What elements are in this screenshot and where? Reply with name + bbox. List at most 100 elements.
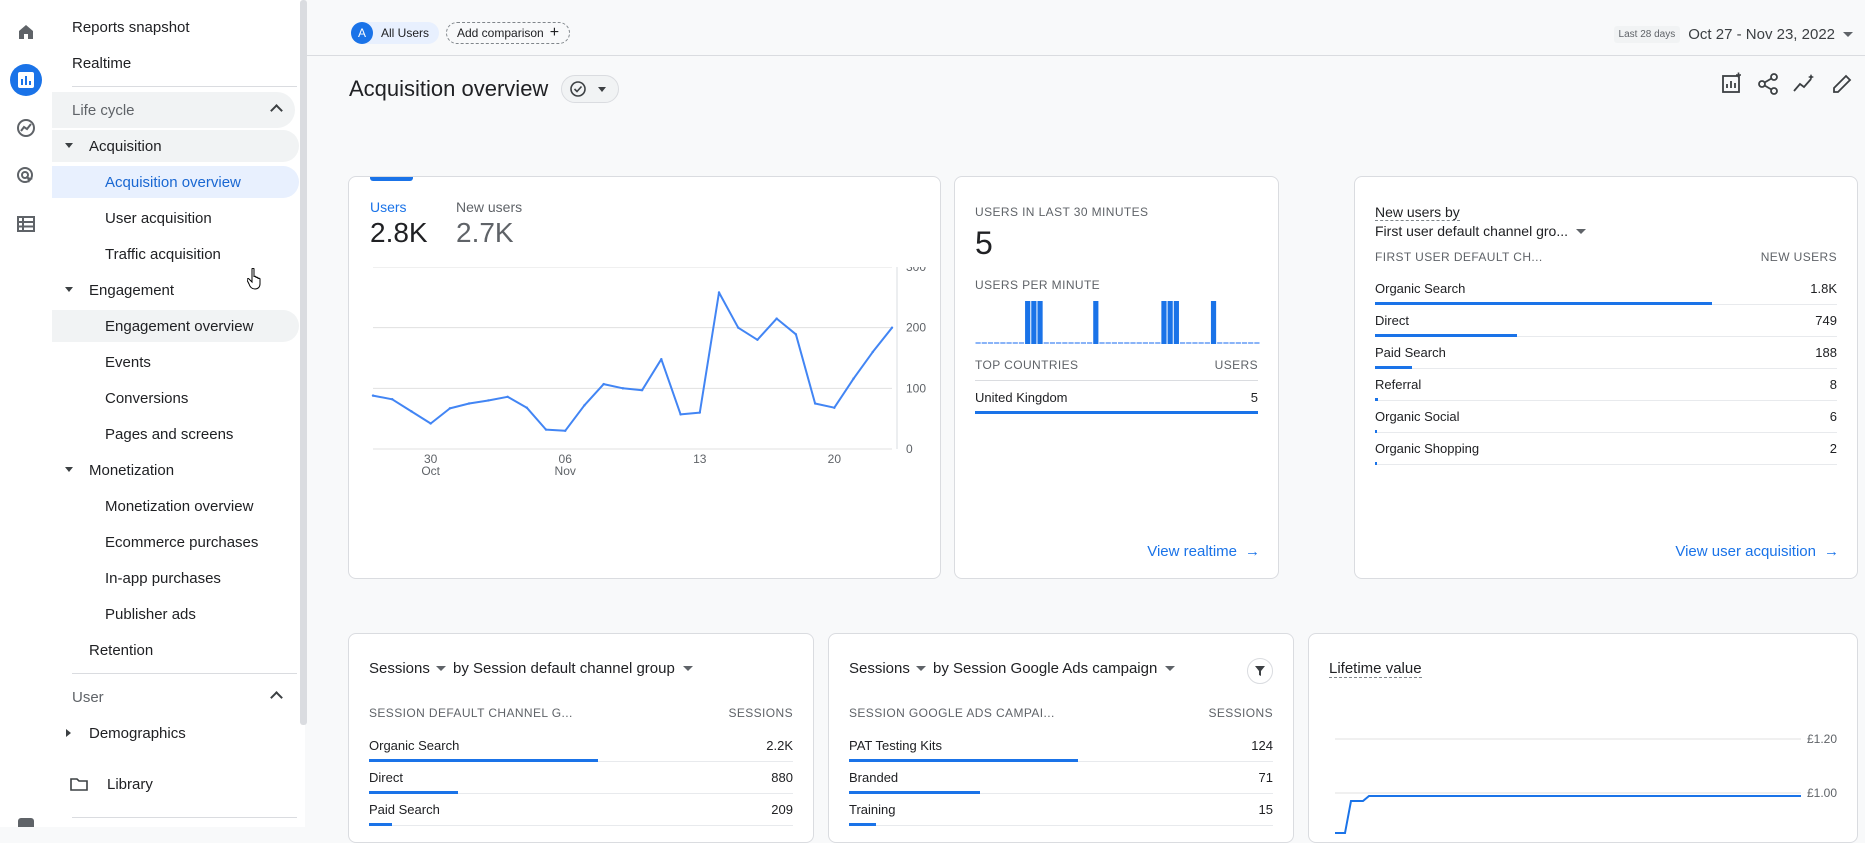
nav-pages-and-screens[interactable]: Pages and screens xyxy=(105,425,234,443)
view-realtime-link[interactable]: View realtime → xyxy=(1147,543,1260,560)
per-minute-bar xyxy=(1192,342,1198,344)
share-icon[interactable] xyxy=(1756,72,1780,96)
per-minute-bar xyxy=(1049,342,1056,344)
users-point xyxy=(583,404,586,407)
users-point xyxy=(756,338,759,341)
per-minute-bar xyxy=(981,342,987,344)
nav-acquisition[interactable]: Acquisition xyxy=(52,130,299,162)
sessions-row[interactable]: Direct 880 xyxy=(369,762,793,794)
caret-down-icon xyxy=(65,143,73,148)
nav-realtime[interactable]: Realtime xyxy=(72,54,132,72)
new-users-row-name: Referral xyxy=(1375,377,1422,392)
configure-list-icon[interactable] xyxy=(10,208,42,240)
date-range-picker[interactable]: Last 28 days Oct 27 - Nov 23, 2022 xyxy=(1613,26,1853,43)
per-minute-bar xyxy=(1068,342,1074,344)
add-comparison-button[interactable]: Add comparison + xyxy=(446,22,571,44)
nav-conversions[interactable]: Conversions xyxy=(105,389,189,407)
ads-dimension-label: by Session Google Ads campaign xyxy=(933,660,1158,677)
reports-icon[interactable] xyxy=(10,64,42,96)
home-icon[interactable] xyxy=(10,16,42,48)
sessions-row[interactable]: Organic Search 2.2K xyxy=(369,730,793,762)
nav-monetization-overview[interactable]: Monetization overview xyxy=(105,497,254,515)
dimension-dropdown[interactable]: First user default channel gro... xyxy=(1375,223,1586,239)
filter-button[interactable] xyxy=(1247,658,1273,684)
ads-row-name: Branded xyxy=(849,770,899,785)
caret-down-icon xyxy=(1165,666,1176,671)
metric-tab-new-users[interactable]: New users 2.7K xyxy=(456,199,522,249)
metric-tab-users[interactable]: Users 2.8K xyxy=(370,199,428,249)
ads-dimension-dropdown[interactable]: by Session Google Ads campaign xyxy=(933,660,1176,677)
users-point xyxy=(525,406,528,409)
users-point xyxy=(679,413,682,416)
nav-engagement[interactable]: Engagement xyxy=(52,274,174,306)
table-col-campaign: SESSION GOOGLE ADS CAMPAI... xyxy=(849,706,1055,720)
new-users-card: New users by First user default channel … xyxy=(1354,176,1858,579)
explore-icon[interactable] xyxy=(10,112,42,144)
metric-users-label: Users xyxy=(370,199,407,215)
advertising-icon[interactable] xyxy=(10,160,42,192)
per-minute-bar xyxy=(1229,342,1235,344)
nav-divider xyxy=(72,673,297,674)
new-users-row[interactable]: Organic Search 1.8K xyxy=(1375,273,1837,305)
table-col-sessions: SESSIONS xyxy=(728,706,793,720)
new-users-row-bar xyxy=(1375,366,1413,369)
nav-reports-snapshot[interactable]: Reports snapshot xyxy=(72,18,190,36)
new-users-row[interactable]: Organic Shopping 2 xyxy=(1375,433,1837,465)
per-minute-bar xyxy=(1241,342,1248,344)
title-status-dropdown[interactable] xyxy=(561,75,619,103)
per-minute-bar xyxy=(1000,342,1006,344)
nav-traffic-acquisition[interactable]: Traffic acquisition xyxy=(105,245,221,263)
nav-monetization[interactable]: Monetization xyxy=(52,454,174,486)
nav-events[interactable]: Events xyxy=(105,353,151,371)
nav-user-acquisition[interactable]: User acquisition xyxy=(105,209,212,227)
settings-icon[interactable] xyxy=(18,818,34,827)
new-users-row[interactable]: Referral 8 xyxy=(1375,369,1837,401)
new-users-row[interactable]: Direct 749 xyxy=(1375,305,1837,337)
per-minute-bar xyxy=(1080,342,1087,344)
arrow-right-icon: → xyxy=(1245,543,1260,560)
users-per-minute-label: USERS PER MINUTE xyxy=(975,278,1101,292)
per-minute-bar xyxy=(1179,342,1186,344)
sessions-dimension-dropdown[interactable]: by Session default channel group xyxy=(453,660,693,677)
users-point xyxy=(890,326,894,329)
per-minute-bar xyxy=(1248,342,1254,344)
nav-acquisition-overview[interactable]: Acquisition overview xyxy=(52,166,299,198)
sessions-row[interactable]: Paid Search 209 xyxy=(369,794,793,826)
ads-row[interactable]: Training 15 xyxy=(849,794,1273,826)
nav-monetization-label: Monetization xyxy=(89,461,175,479)
nav-engagement-overview[interactable]: Engagement overview xyxy=(52,310,299,342)
x-tick-label: 13 xyxy=(693,452,707,466)
nav-in-app-purchases[interactable]: In-app purchases xyxy=(105,569,221,587)
nav-publisher-ads[interactable]: Publisher ads xyxy=(105,605,196,623)
edit-pencil-icon[interactable] xyxy=(1830,72,1854,96)
sessions-metric-dropdown[interactable]: Sessions xyxy=(369,660,446,677)
per-minute-bar xyxy=(1217,342,1223,344)
y-tick-label: 300 xyxy=(906,267,926,274)
nav-demographics[interactable]: Demographics xyxy=(52,717,186,749)
ads-row[interactable]: Branded 71 xyxy=(849,762,1273,794)
country-row[interactable]: United Kingdom 5 xyxy=(975,382,1258,414)
ads-metric-dropdown[interactable]: Sessions xyxy=(849,660,926,677)
per-minute-bar xyxy=(1210,301,1217,344)
lifetime-value-title[interactable]: Lifetime value xyxy=(1329,660,1422,678)
nav-retention[interactable]: Retention xyxy=(89,641,154,659)
segment-chip-all-users[interactable]: A All Users xyxy=(351,22,440,44)
new-users-row[interactable]: Paid Search 188 xyxy=(1375,337,1837,369)
ads-row[interactable]: PAT Testing Kits 124 xyxy=(849,730,1273,762)
caret-down-icon xyxy=(65,287,73,292)
insights-icon[interactable] xyxy=(1792,72,1816,96)
nav-ecommerce-purchases[interactable]: Ecommerce purchases xyxy=(105,533,259,551)
main-content: A All Users Add comparison + Last 28 day… xyxy=(247,0,1865,843)
caret-down-icon xyxy=(682,666,693,671)
per-minute-bar xyxy=(1074,342,1080,344)
nav-section-user[interactable]: User xyxy=(52,679,295,715)
customize-report-icon[interactable] xyxy=(1720,72,1744,96)
view-user-acquisition-link[interactable]: View user acquisition → xyxy=(1675,543,1839,560)
new-users-row[interactable]: Organic Social 6 xyxy=(1375,401,1837,433)
nav-scrollbar[interactable] xyxy=(300,0,307,725)
per-minute-bar xyxy=(1204,342,1210,344)
nav-library[interactable]: Library xyxy=(52,768,153,800)
nav-section-lifecycle[interactable]: Life cycle xyxy=(52,92,295,128)
nav-section-user-label: User xyxy=(72,688,104,706)
new-users-row-value: 1.8K xyxy=(1810,281,1837,296)
